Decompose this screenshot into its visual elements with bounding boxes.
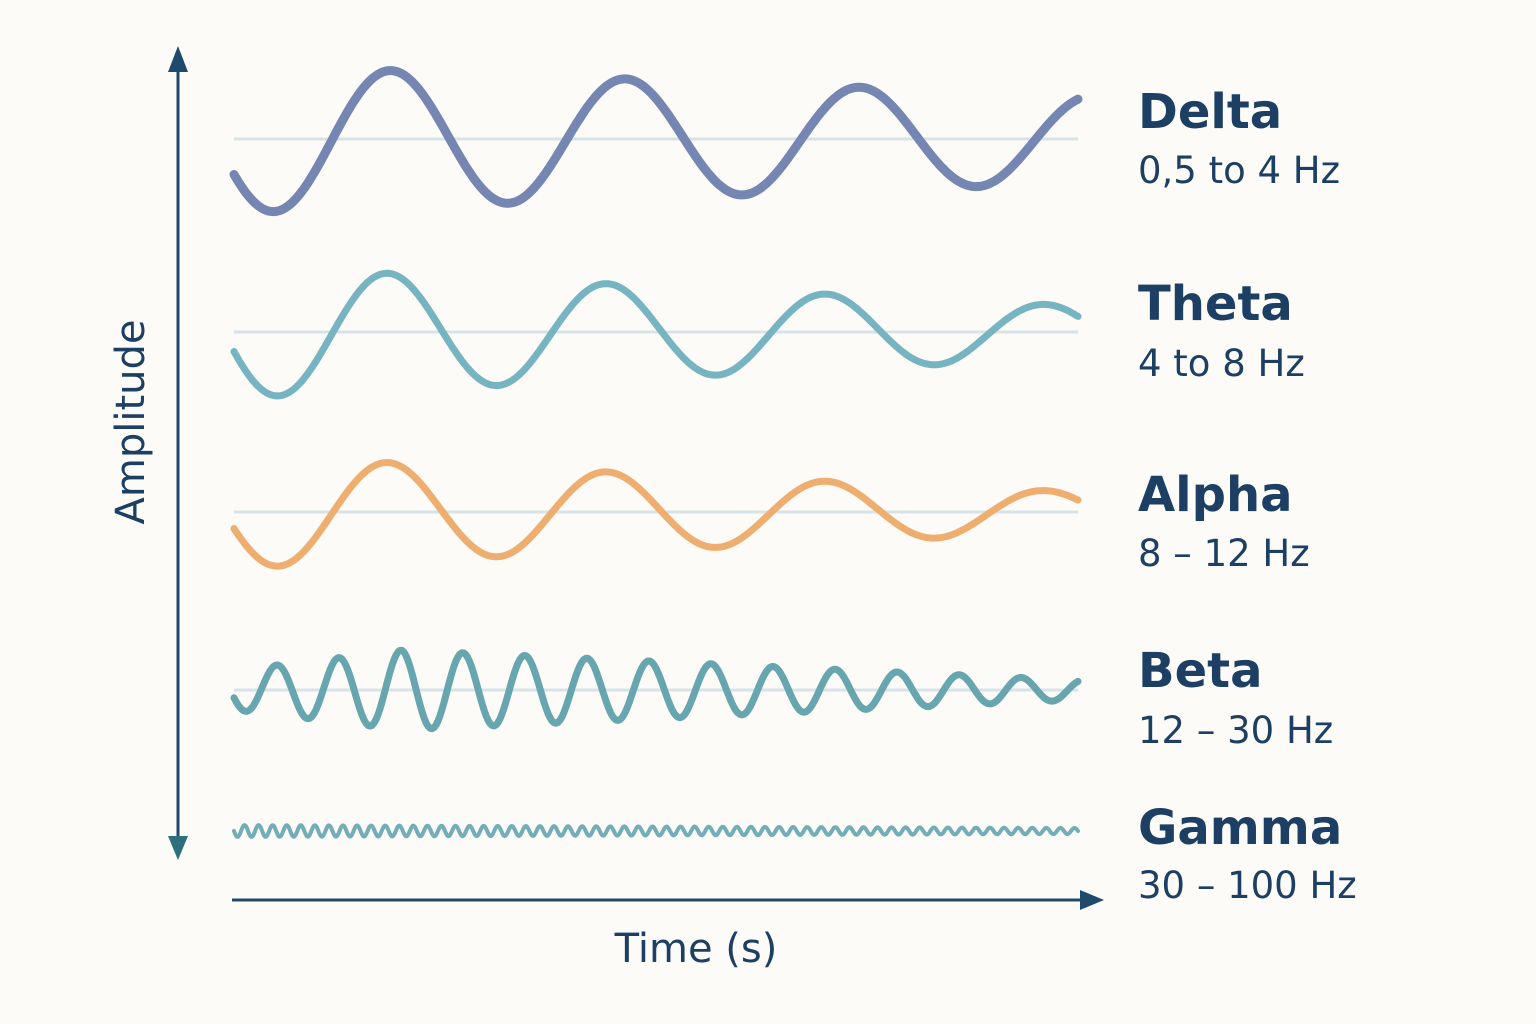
waves [229, 66, 1083, 839]
band-name: Gamma [1138, 800, 1342, 856]
theta-wave [230, 269, 1082, 400]
band-label-gamma: Gamma 30 – 100 Hz [1138, 800, 1357, 907]
band-range: 30 – 100 Hz [1138, 864, 1357, 907]
band-name: Beta [1138, 643, 1262, 699]
gamma-wave [232, 823, 1080, 839]
time-axis: Time (s) [232, 890, 1104, 972]
band-label-theta: Theta 4 to 8 Hz [1138, 276, 1305, 385]
time-axis-arrow-right-icon [1080, 890, 1104, 910]
band-label-delta: Delta 0,5 to 4 Hz [1138, 84, 1340, 192]
band-range: 4 to 8 Hz [1138, 342, 1305, 385]
amplitude-axis: Amplitude [108, 46, 188, 860]
beta-wave [230, 646, 1082, 733]
band-name: Theta [1138, 276, 1293, 332]
baselines [234, 137, 1078, 692]
band-range: 12 – 30 Hz [1138, 709, 1333, 752]
band-range: 8 – 12 Hz [1138, 532, 1310, 575]
delta-wave [229, 66, 1083, 217]
amplitude-axis-label: Amplitude [108, 320, 154, 525]
band-name: Alpha [1138, 467, 1293, 523]
amplitude-axis-arrow-up-icon [168, 46, 188, 72]
band-range: 0,5 to 4 Hz [1138, 149, 1340, 192]
time-axis-label: Time (s) [614, 926, 778, 972]
band-label-alpha: Alpha 8 – 12 Hz [1138, 467, 1310, 575]
amplitude-axis-arrow-down-icon [168, 836, 188, 860]
band-label-beta: Beta 12 – 30 Hz [1138, 643, 1333, 752]
band-name: Delta [1138, 84, 1282, 140]
alpha-wave [230, 459, 1082, 570]
